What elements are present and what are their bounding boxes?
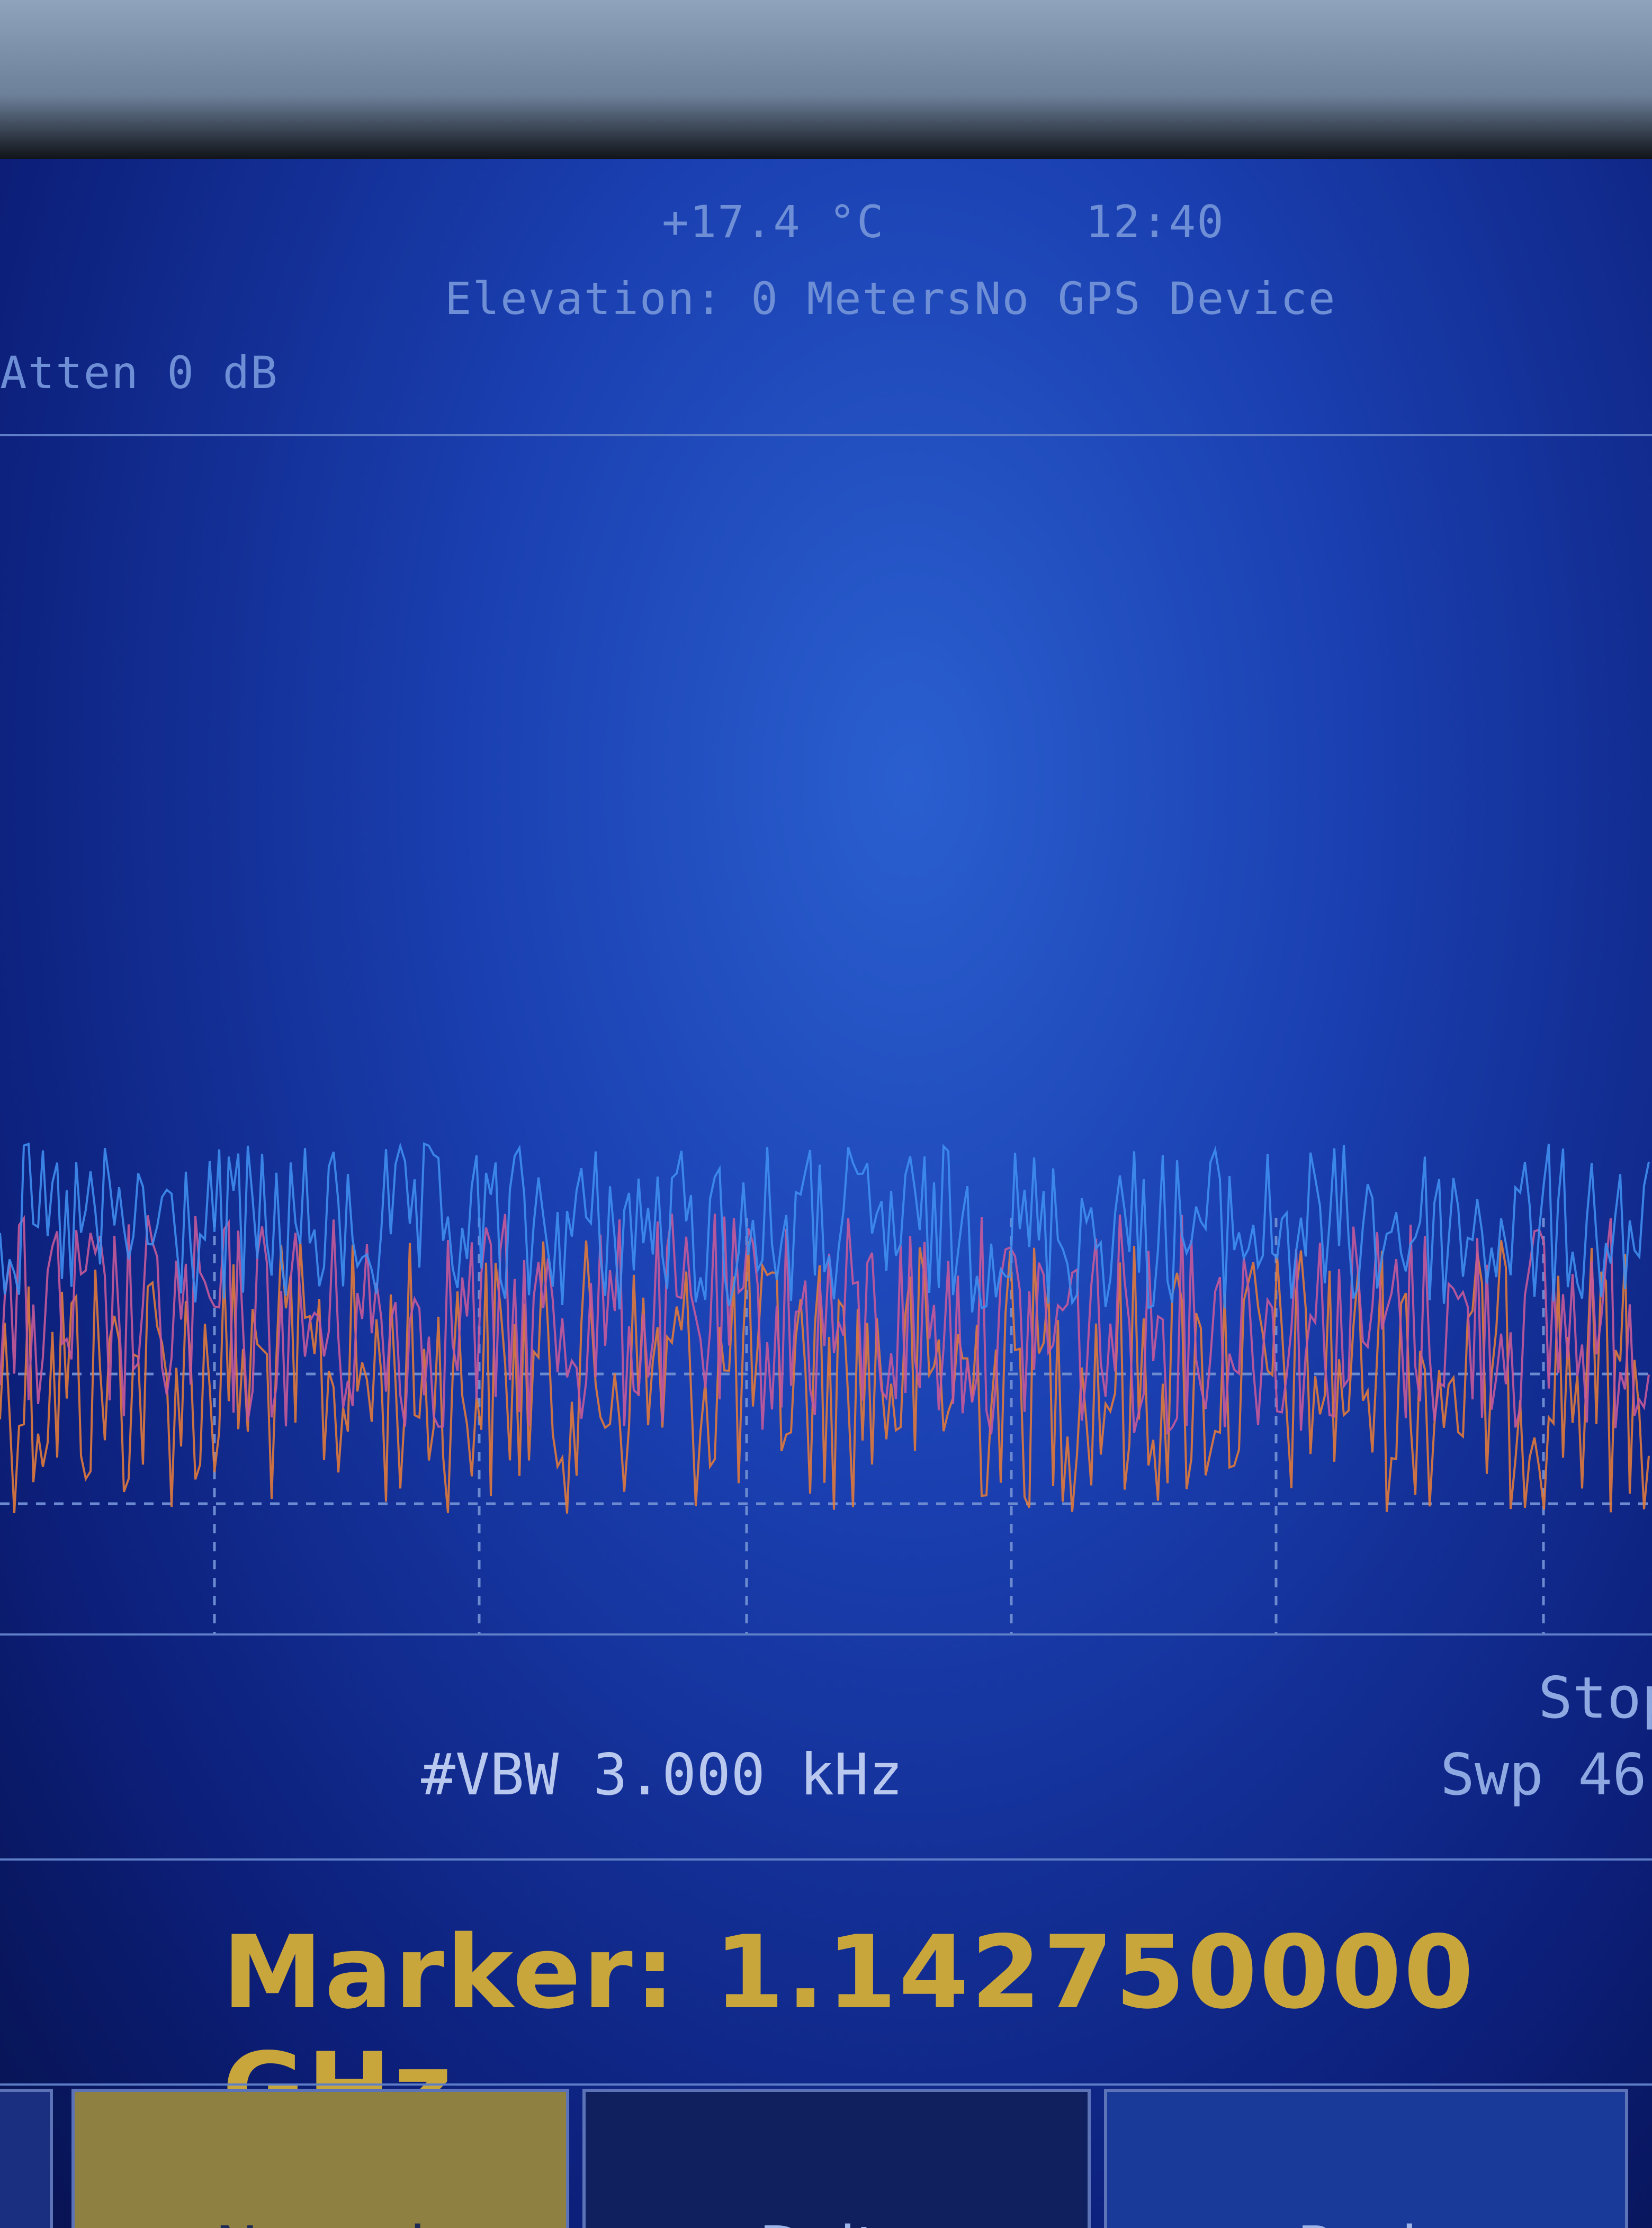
plot-top-border: [0, 434, 1652, 436]
gps-status: No GPS Device: [974, 273, 1336, 325]
softkey-partial-left[interactable]: [0, 2089, 53, 2228]
elevation-readout: Elevation: 0 Meters: [445, 273, 974, 325]
temperature-readout: +17.4 °C: [662, 196, 885, 248]
analyzer-screen: +17.4 °C 12:40 Elevation: 0 Meters No GP…: [0, 159, 1652, 2228]
trace-max-hold: [0, 1142, 1650, 1313]
trace-average: [0, 1214, 1650, 1435]
stop-frequency-label: Stop: [1538, 1665, 1652, 1731]
clock-readout: 12:40: [1085, 196, 1225, 248]
softkey-normal[interactable]: Normal: [71, 2089, 569, 2228]
device-bezel: [0, 0, 1652, 159]
trace-min-hold: [0, 1239, 1650, 1514]
plot-bottom-border: [0, 1633, 1652, 1636]
vbw-readout: #VBW 3.000 kHz: [421, 1742, 903, 1808]
softkey-delta[interactable]: Delta: [582, 2089, 1091, 2228]
sweep-time-label: Swp 46: [1440, 1742, 1647, 1808]
softkey-bar-border: [0, 2083, 1652, 2086]
attenuation-readout: Atten 0 dB: [0, 347, 279, 399]
marker-frequency-readout: Marker: 1.142750000 GHz: [222, 1914, 1476, 2148]
spectrum-traces: [0, 1142, 1650, 1514]
info-bar-border: [0, 1858, 1652, 1861]
spectrum-plot[interactable]: [0, 434, 1652, 1633]
softkey-peak[interactable]: Peak: [1104, 2089, 1628, 2228]
